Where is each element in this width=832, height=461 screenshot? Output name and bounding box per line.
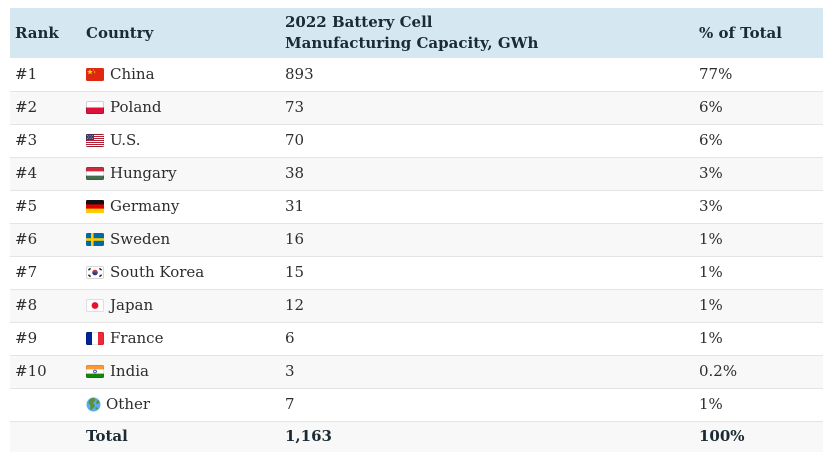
capacity-cell: 1,163 [285, 427, 332, 446]
country-name: Sweden [110, 230, 171, 248]
flag-india-icon [86, 365, 104, 378]
percent-cell: 1% [699, 395, 723, 413]
percent-cell: 1% [699, 329, 723, 347]
country-name: Other [106, 395, 151, 413]
capacity-cell: 6 [285, 329, 295, 347]
percent-cell: 3% [699, 164, 723, 182]
country-name: China [110, 64, 155, 83]
table-row-poland: #2 Poland 73 6% [10, 91, 823, 124]
table-body: #1 China 893 77% #2 [10, 58, 823, 452]
percent-cell: 100% [699, 427, 745, 446]
flag-hungary-icon [86, 167, 104, 180]
battery-capacity-table: Rank Country 2022 Battery Cell Manufactu… [10, 8, 823, 452]
flag-us-icon [86, 134, 104, 147]
table-row-hungary: #4 Hungary 38 3% [10, 157, 823, 190]
country-cell: Hungary [81, 157, 280, 190]
country-cell: Germany [81, 190, 280, 223]
rank-cell: #6 [15, 230, 38, 248]
col-header-country: Country [81, 8, 280, 58]
battery-capacity-table-container: Rank Country 2022 Battery Cell Manufactu… [10, 8, 823, 452]
table-row-us: #3 U.S. 70 6% [10, 124, 823, 157]
capacity-cell: 31 [285, 197, 305, 215]
country-cell: Japan [81, 289, 280, 322]
country-cell: Poland [81, 91, 280, 124]
flag-sweden-icon [86, 233, 104, 246]
table-header: Rank Country 2022 Battery Cell Manufactu… [10, 8, 823, 58]
country-cell: Other [81, 388, 280, 421]
country-name: Japan [110, 296, 154, 314]
col-header-capacity: 2022 Battery Cell Manufacturing Capacity… [280, 8, 694, 58]
flag-china-icon [86, 67, 104, 81]
country-name: India [110, 362, 149, 380]
flag-germany-icon [86, 200, 104, 213]
percent-cell: 0.2% [699, 362, 738, 380]
capacity-cell: 15 [285, 263, 305, 281]
flag-south-korea-icon [86, 266, 104, 279]
percent-cell: 6% [699, 98, 723, 116]
rank-cell: #3 [15, 131, 38, 149]
country-name: France [110, 329, 164, 347]
country-cell: Sweden [81, 223, 280, 256]
capacity-cell: 12 [285, 296, 305, 314]
capacity-cell: 7 [285, 395, 295, 413]
rank-cell [10, 388, 81, 421]
country-name: South Korea [110, 263, 205, 281]
percent-cell: 3% [699, 197, 723, 215]
country-cell: U.S. [81, 124, 280, 157]
capacity-cell: 3 [285, 362, 295, 380]
percent-cell: 1% [699, 263, 723, 281]
table-row-france: #9 France 6 1% [10, 322, 823, 355]
rank-cell: #9 [15, 329, 38, 347]
capacity-cell: 893 [285, 64, 314, 83]
capacity-cell: 38 [285, 164, 305, 182]
rank-cell: #8 [15, 296, 38, 314]
table-row-germany: #5 Germany 31 3% [10, 190, 823, 223]
country-name: Hungary [110, 164, 177, 182]
country-cell: France [81, 322, 280, 355]
country-cell: South Korea [81, 256, 280, 289]
table-row-south-korea: #7 South Korea 15 1% [10, 256, 823, 289]
country-name: Germany [110, 197, 180, 215]
rank-cell: #2 [15, 98, 38, 116]
table-row-total: Total 1,163 100% [10, 421, 823, 452]
table-row-india: #10 India 3 0.2% [10, 355, 823, 388]
flag-japan-icon [86, 299, 104, 312]
flag-poland-icon [86, 101, 104, 114]
country-name: Poland [110, 98, 162, 116]
total-label-cell: Total [86, 427, 128, 446]
country-cell: India [81, 355, 280, 388]
capacity-cell: 73 [285, 98, 305, 116]
rank-cell [10, 421, 81, 452]
rank-cell: #10 [15, 362, 47, 380]
table-row-sweden: #6 Sweden 16 1% [10, 223, 823, 256]
rank-cell: #1 [15, 64, 38, 83]
percent-cell: 6% [699, 131, 723, 149]
capacity-cell: 16 [285, 230, 305, 248]
country-cell: China [81, 58, 280, 91]
globe-icon [86, 397, 101, 412]
flag-france-icon [86, 332, 104, 345]
rank-cell: #5 [15, 197, 38, 215]
table-row-china: #1 China 893 77% [10, 58, 823, 91]
rank-cell: #7 [15, 263, 38, 281]
percent-cell: 1% [699, 230, 723, 248]
header-row: Rank Country 2022 Battery Cell Manufactu… [10, 8, 823, 58]
percent-cell: 77% [699, 64, 733, 83]
country-name: U.S. [110, 131, 141, 149]
table-row-other: Other 7 1% [10, 388, 823, 421]
capacity-cell: 70 [285, 131, 305, 149]
percent-cell: 1% [699, 296, 723, 314]
rank-cell: #4 [15, 164, 38, 182]
col-header-percent: % of Total [694, 8, 823, 58]
table-row-japan: #8 Japan 12 1% [10, 289, 823, 322]
col-header-rank: Rank [10, 8, 81, 58]
